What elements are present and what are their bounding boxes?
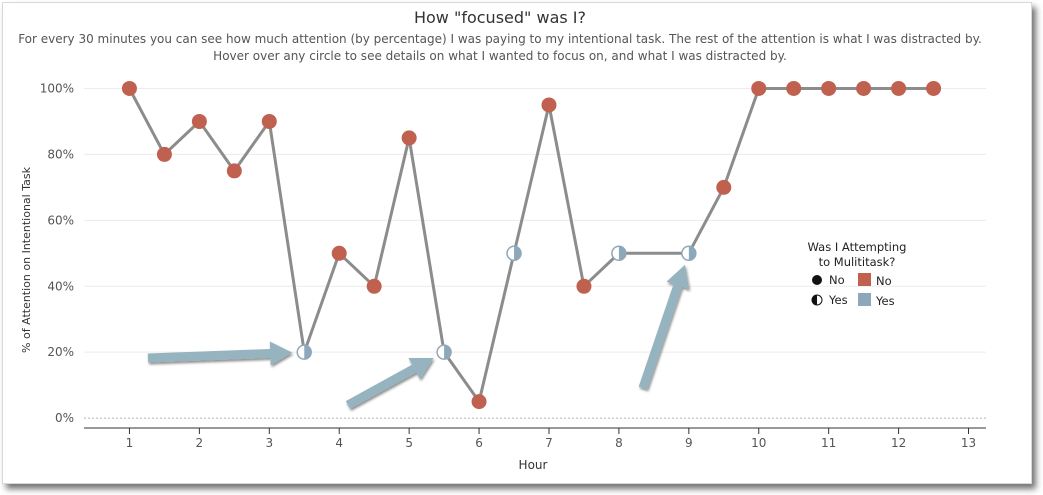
point-half-fill	[444, 345, 452, 360]
x-tick-label: 1	[126, 436, 134, 450]
x-tick-label: 7	[545, 436, 553, 450]
subtitle-line-1: For every 30 minutes you can see how muc…	[18, 32, 982, 46]
data-point[interactable]	[191, 113, 207, 129]
annotation-arrow	[638, 264, 690, 390]
data-point[interactable]	[226, 163, 242, 179]
data-point[interactable]	[681, 245, 697, 262]
data-point[interactable]	[856, 80, 872, 96]
legend-shape-no-label: No	[829, 273, 845, 287]
x-tick-label: 3	[265, 436, 273, 450]
data-point[interactable]	[401, 130, 417, 146]
point-half-fill	[514, 246, 522, 261]
y-tick-label: 0%	[55, 411, 74, 425]
x-tick-label: 11	[821, 436, 836, 450]
data-point[interactable]	[506, 245, 522, 262]
legend-shape-yes	[812, 295, 817, 305]
x-tick-label: 6	[475, 436, 483, 450]
data-point[interactable]	[471, 394, 487, 410]
data-point[interactable]	[331, 245, 347, 261]
y-tick-label: 40%	[47, 279, 74, 293]
y-tick-label: 60%	[47, 213, 74, 227]
y-tick-label: 80%	[47, 147, 74, 161]
x-tick-label: 9	[685, 436, 693, 450]
legend-title-line-1: Was I Attempting	[808, 240, 907, 254]
subtitle-line-2: Hover over any circle to see details on …	[213, 49, 787, 63]
data-point[interactable]	[541, 97, 557, 113]
legend-color-no-label: No	[876, 274, 892, 288]
point-half-fill	[688, 246, 696, 261]
y-tick-label: 20%	[47, 345, 74, 359]
x-tick-label: 12	[891, 436, 906, 450]
data-point[interactable]	[751, 80, 767, 96]
chart-subtitle: For every 30 minutes you can see how muc…	[0, 31, 1000, 65]
data-point[interactable]	[926, 80, 942, 96]
legend-title-line-2: to Mulititask?	[819, 255, 896, 269]
y-axis-label: % of Attention on Intentional Task	[20, 166, 33, 353]
x-tick-label: 4	[335, 436, 343, 450]
x-tick-label: 5	[405, 436, 413, 450]
annotation-arrows	[147, 264, 690, 409]
data-point[interactable]	[156, 146, 172, 162]
annotation-arrow	[345, 358, 434, 409]
data-point[interactable]	[261, 113, 277, 129]
data-point[interactable]	[786, 80, 802, 96]
point-half-fill	[618, 246, 626, 261]
x-tick-label: 13	[961, 436, 976, 450]
legend-color-yes	[858, 293, 871, 306]
y-tick-label: 100%	[40, 81, 74, 95]
x-tick-label: 10	[751, 436, 766, 450]
data-point[interactable]	[891, 80, 907, 96]
data-point[interactable]	[366, 278, 382, 294]
legend-shape-no	[812, 275, 822, 285]
data-points	[121, 80, 942, 410]
point-half-fill	[304, 345, 312, 360]
data-point[interactable]	[611, 245, 627, 262]
data-point[interactable]	[121, 80, 137, 96]
data-point[interactable]	[436, 344, 452, 360]
annotation-arrow	[147, 341, 293, 366]
legend-color-yes-label: Yes	[875, 294, 895, 308]
data-point[interactable]	[821, 80, 837, 96]
legend-shape-yes-label: Yes	[828, 293, 848, 307]
chart-title: How "focused" was I?	[413, 8, 586, 27]
data-point[interactable]	[576, 278, 592, 294]
data-point[interactable]	[716, 179, 732, 195]
data-point[interactable]	[296, 344, 313, 360]
x-axis-label: Hour	[519, 458, 548, 472]
gridlines	[84, 87, 986, 419]
x-tick-label: 2	[196, 436, 204, 450]
axes: 0%20%40%60%80%100%1 2 3 4 5 6 7 8 9 10 11 12 13Hour%…	[20, 81, 986, 472]
legend-color-no	[858, 273, 871, 286]
x-tick-label: 8	[615, 436, 623, 450]
